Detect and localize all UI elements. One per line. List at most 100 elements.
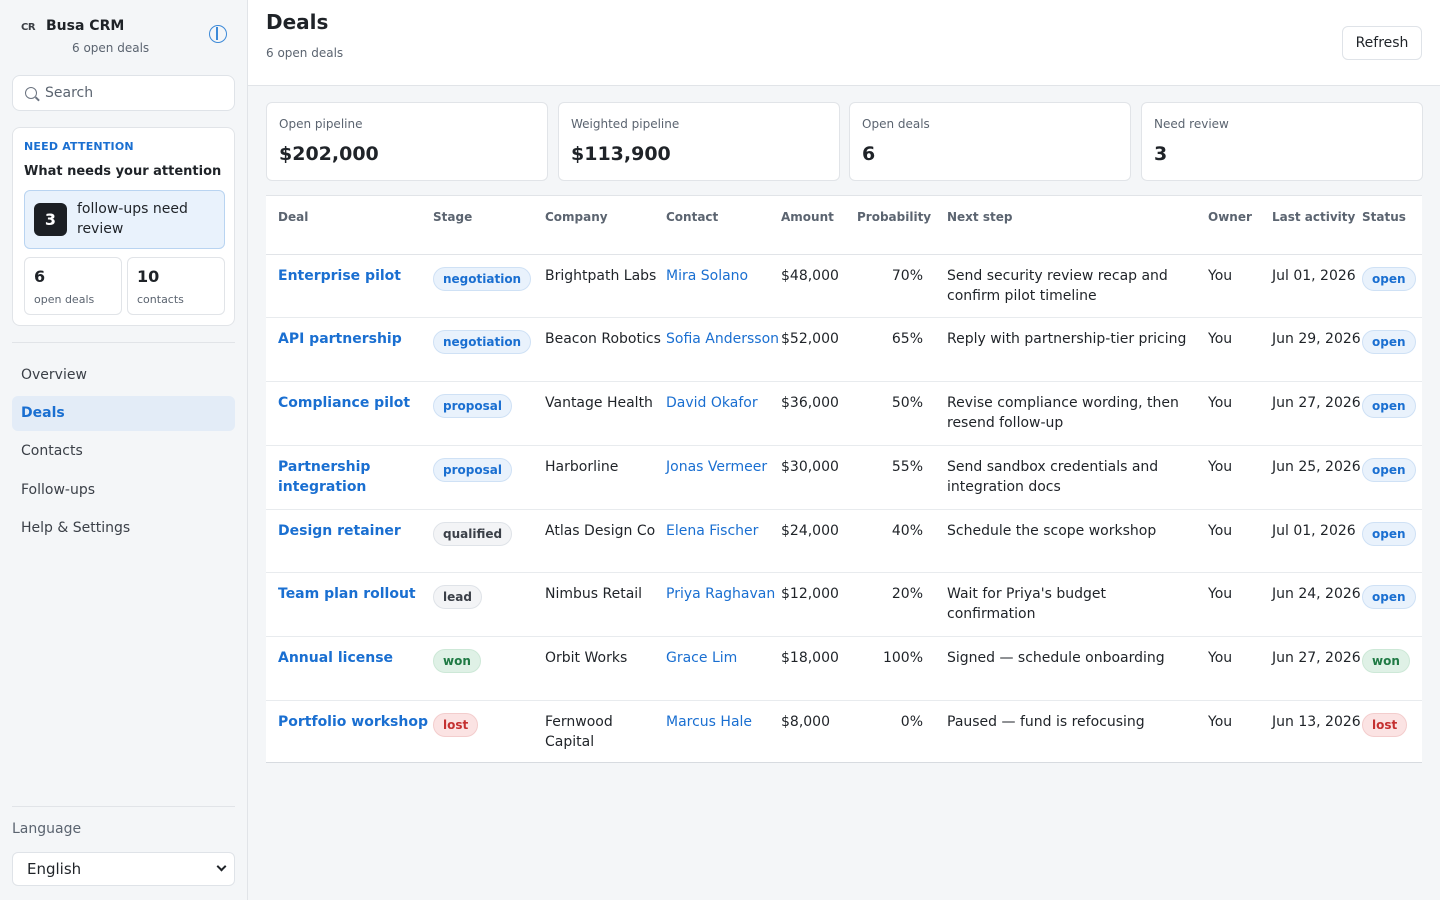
contact-link[interactable]: Marcus Hale bbox=[666, 713, 753, 730]
followups-review-card[interactable]: 3 follow-ups need review bbox=[24, 190, 225, 249]
stage-cell: qualified bbox=[433, 509, 545, 574]
stage-cell: negotiation bbox=[433, 317, 545, 382]
deals-table-body: Enterprise pilot negotiation Brightpath La… bbox=[266, 254, 1422, 764]
owner-cell: You bbox=[1208, 317, 1272, 382]
table-row[interactable]: Annual license won Orbit Works Grace Lim $18… bbox=[266, 636, 1422, 701]
next-step-cell: Send security review recap and confirm p… bbox=[947, 254, 1208, 319]
column-header-owner[interactable]: Owner bbox=[1208, 196, 1272, 255]
column-header-company[interactable]: Company bbox=[545, 196, 666, 255]
status-badge: open bbox=[1362, 330, 1416, 355]
table-row[interactable]: Portfolio workshop lost Fernwood Capital Ma… bbox=[266, 700, 1422, 764]
stat-value: 3 bbox=[1154, 143, 1168, 165]
sidebar-toggle-icon[interactable] bbox=[209, 25, 227, 43]
stage-badge: negotiation bbox=[433, 266, 532, 291]
amount-cell: $30,000 bbox=[781, 445, 857, 510]
status-badge: open bbox=[1362, 266, 1416, 291]
next-step-cell: Schedule the scope workshop bbox=[947, 509, 1208, 574]
table-row[interactable]: Design retainer qualified Atlas Design Co E… bbox=[266, 509, 1422, 574]
column-header-next-step[interactable]: Next step bbox=[947, 196, 1208, 255]
deal-name-link[interactable]: Team plan rollout bbox=[266, 572, 433, 637]
sidebar-divider bbox=[12, 342, 235, 343]
amount-cell: $8,000 bbox=[781, 713, 830, 730]
probability-cell: 70% bbox=[857, 254, 947, 319]
deal-name-link[interactable]: Partnership integration bbox=[266, 445, 433, 510]
owner-cell: You bbox=[1208, 572, 1272, 637]
status-cell: won bbox=[1362, 636, 1422, 701]
deal-name-link[interactable]: Annual license bbox=[266, 636, 433, 701]
stage-cell: lead bbox=[433, 572, 545, 637]
contact-link[interactable]: Priya Raghavan bbox=[666, 572, 781, 637]
deal-name-link[interactable]: API partnership bbox=[266, 317, 433, 382]
column-header-contact[interactable]: Contact bbox=[666, 196, 781, 255]
nav-item-contacts[interactable]: Contacts bbox=[21, 443, 83, 459]
search-input[interactable] bbox=[45, 82, 225, 104]
probability-cell: 50% bbox=[857, 381, 947, 446]
deal-name-link[interactable]: Enterprise pilot bbox=[266, 254, 433, 319]
page-subtitle: 6 open deals bbox=[266, 46, 344, 60]
next-step-cell: Send sandbox credentials and integration… bbox=[947, 445, 1208, 510]
contact-link[interactable]: Sofia Andersson bbox=[666, 317, 781, 382]
stat-value: $113,900 bbox=[571, 143, 671, 165]
stage-badge: qualified bbox=[433, 521, 513, 546]
nav-item-deals[interactable]: Deals bbox=[12, 396, 235, 431]
followups-count-badge: 3 bbox=[34, 203, 67, 236]
search-box[interactable] bbox=[12, 75, 235, 111]
stage-cell: negotiation bbox=[433, 254, 545, 319]
table-row[interactable]: API partnership negotiation Beacon Robotic… bbox=[266, 317, 1422, 382]
column-header-amount[interactable]: Amount bbox=[781, 196, 857, 255]
chevron-down-icon bbox=[216, 861, 227, 872]
nav-item-follow-ups[interactable]: Follow-ups bbox=[21, 482, 96, 498]
mini-stat-contacts[interactable]: 10 contacts bbox=[127, 257, 225, 315]
status-badge: open bbox=[1362, 585, 1416, 610]
stat-label: Open pipeline bbox=[279, 117, 363, 131]
brand: CR Busa CRM 6 open deals bbox=[21, 18, 236, 58]
stage-badge: proposal bbox=[433, 394, 512, 418]
last-activity-cell: Jun 29, 2026 bbox=[1272, 317, 1362, 382]
stage-cell: proposal bbox=[433, 445, 545, 510]
status-cell: open bbox=[1362, 381, 1422, 446]
attention-panel: NEED ATTENTION What needs your attention… bbox=[12, 127, 235, 326]
deal-name-link[interactable]: Design retainer bbox=[266, 509, 433, 574]
table-row[interactable]: Enterprise pilot negotiation Brightpath La… bbox=[266, 254, 1422, 319]
contact-link[interactable]: David Okafor bbox=[666, 381, 781, 446]
contact-link[interactable]: Mira Solano bbox=[666, 254, 781, 319]
column-header-deal[interactable]: Deal bbox=[266, 196, 433, 255]
contact-link[interactable]: Grace Lim bbox=[666, 636, 781, 701]
page-title: Deals bbox=[266, 10, 329, 34]
table-row[interactable]: Compliance pilot proposal Vantage Health Da… bbox=[266, 381, 1422, 446]
refresh-button[interactable]: Refresh bbox=[1342, 26, 1422, 60]
company-cell: Harborline bbox=[545, 445, 666, 510]
owner-cell: You bbox=[1208, 713, 1233, 730]
status-badge: open bbox=[1362, 394, 1416, 418]
language-selected-value: English bbox=[27, 860, 82, 878]
probability-cell: 0% bbox=[900, 713, 923, 730]
column-header-probability[interactable]: Probability bbox=[857, 196, 947, 255]
contact-link[interactable]: Jonas Vermeer bbox=[666, 445, 781, 510]
status-badge: open bbox=[1362, 521, 1416, 546]
deal-name-link[interactable]: Compliance pilot bbox=[266, 381, 433, 446]
deal-name-link[interactable]: Portfolio workshop bbox=[278, 713, 428, 730]
column-header-stage[interactable]: Stage bbox=[433, 196, 545, 255]
nav-item-help-settings[interactable]: Help & Settings bbox=[21, 520, 131, 536]
language-select[interactable]: English bbox=[12, 852, 235, 886]
company-cell: Atlas Design Co bbox=[545, 509, 666, 574]
stage-cell: proposal bbox=[433, 381, 545, 446]
table-row[interactable]: Team plan rollout lead Nimbus Retail Priya … bbox=[266, 572, 1422, 637]
stage-badge: won bbox=[433, 649, 481, 673]
nav-item-overview[interactable]: Overview bbox=[21, 367, 87, 383]
contact-link[interactable]: Elena Fischer bbox=[666, 509, 781, 574]
column-header-last-activity[interactable]: Last activity bbox=[1272, 196, 1362, 255]
column-header-status[interactable]: Status bbox=[1362, 196, 1422, 255]
owner-cell: You bbox=[1208, 636, 1272, 701]
next-step-cell: Signed — schedule onboarding bbox=[947, 636, 1208, 701]
last-activity-cell: Jun 13, 2026 bbox=[1272, 713, 1361, 730]
stage-badge: negotiation bbox=[433, 330, 532, 355]
table-row[interactable]: Partnership integration proposal Harborlin… bbox=[266, 445, 1422, 510]
mini-stat-open-deals[interactable]: 6 open deals bbox=[24, 257, 122, 315]
status-cell: open bbox=[1362, 572, 1422, 637]
followups-label: follow-ups need review bbox=[77, 201, 188, 237]
stage-badge: proposal bbox=[433, 457, 512, 482]
status-badge: open bbox=[1362, 457, 1416, 482]
stat-label: Need review bbox=[1154, 117, 1229, 131]
table-header-row: Deal Stage Company Contact Amount Probab… bbox=[266, 196, 1422, 255]
